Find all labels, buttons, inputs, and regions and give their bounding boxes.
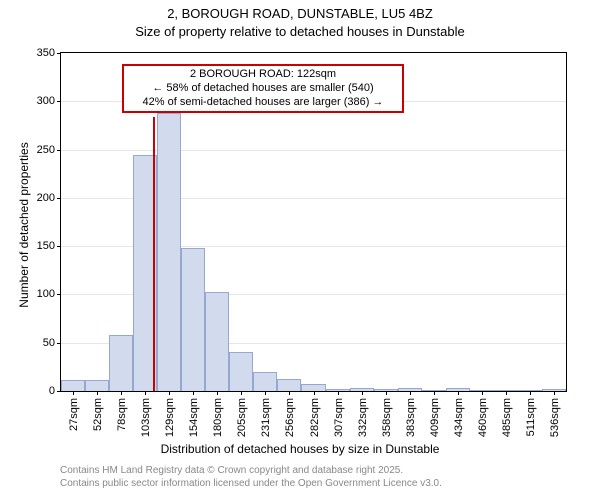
footer-line-2: Contains public sector information licen… [60, 478, 442, 489]
y-tick-mark [57, 150, 61, 151]
histogram-bar [61, 380, 85, 391]
histogram-bar [277, 379, 301, 391]
x-tick-mark [217, 391, 218, 395]
callout-line-3: 42% of semi-detached houses are larger (… [128, 96, 399, 110]
histogram-bar [205, 292, 229, 391]
y-tick-mark [57, 343, 61, 344]
title-line-2: Size of property relative to detached ho… [0, 24, 600, 39]
x-tick-mark [554, 391, 555, 395]
y-axis-label: Number of detached properties [17, 125, 31, 325]
x-tick-mark [362, 391, 363, 395]
x-tick-mark [338, 391, 339, 395]
y-tick-mark [57, 198, 61, 199]
callout-line-1: 2 BOROUGH ROAD: 122sqm [128, 68, 399, 82]
y-tick-mark [57, 53, 61, 54]
y-tick-label: 100 [37, 288, 55, 300]
y-tick-mark [57, 391, 61, 392]
x-tick-mark [193, 391, 194, 395]
y-tick-label: 300 [37, 95, 55, 107]
histogram-bar [181, 248, 205, 391]
y-tick-mark [57, 246, 61, 247]
y-tick-mark [57, 101, 61, 102]
y-tick-label: 50 [43, 337, 55, 349]
x-tick-mark [241, 391, 242, 395]
y-tick-label: 0 [49, 385, 55, 397]
histogram-bar [301, 384, 325, 391]
chart-container: 2, BOROUGH ROAD, DUNSTABLE, LU5 4BZ Size… [0, 0, 600, 500]
x-tick-mark [482, 391, 483, 395]
histogram-bar [85, 380, 109, 391]
x-tick-mark [506, 391, 507, 395]
y-tick-label: 250 [37, 144, 55, 156]
x-tick-mark [97, 391, 98, 395]
y-tick-label: 150 [37, 240, 55, 252]
x-tick-mark [289, 391, 290, 395]
x-tick-mark [169, 391, 170, 395]
x-tick-mark [73, 391, 74, 395]
histogram-bar [157, 113, 181, 391]
x-tick-mark [458, 391, 459, 395]
y-tick-mark [57, 294, 61, 295]
histogram-bar [109, 335, 133, 391]
plot-area: 05010015020025030035027sqm52sqm78sqm103s… [60, 52, 567, 392]
x-tick-mark [530, 391, 531, 395]
footer-line-1: Contains HM Land Registry data © Crown c… [60, 465, 403, 476]
x-tick-mark [145, 391, 146, 395]
histogram-bar [229, 352, 253, 391]
y-tick-label: 350 [37, 47, 55, 59]
x-tick-mark [434, 391, 435, 395]
title-line-1: 2, BOROUGH ROAD, DUNSTABLE, LU5 4BZ [0, 6, 600, 21]
callout-box: 2 BOROUGH ROAD: 122sqm← 58% of detached … [122, 64, 405, 113]
x-axis-label: Distribution of detached houses by size … [0, 442, 600, 456]
x-tick-mark [121, 391, 122, 395]
callout-line-2: ← 58% of detached houses are smaller (54… [128, 82, 399, 96]
grid-line [61, 150, 566, 151]
x-tick-mark [386, 391, 387, 395]
x-tick-mark [410, 391, 411, 395]
marker-line [153, 117, 155, 391]
y-tick-label: 200 [37, 192, 55, 204]
x-tick-mark [265, 391, 266, 395]
histogram-bar [253, 372, 277, 391]
x-tick-mark [314, 391, 315, 395]
